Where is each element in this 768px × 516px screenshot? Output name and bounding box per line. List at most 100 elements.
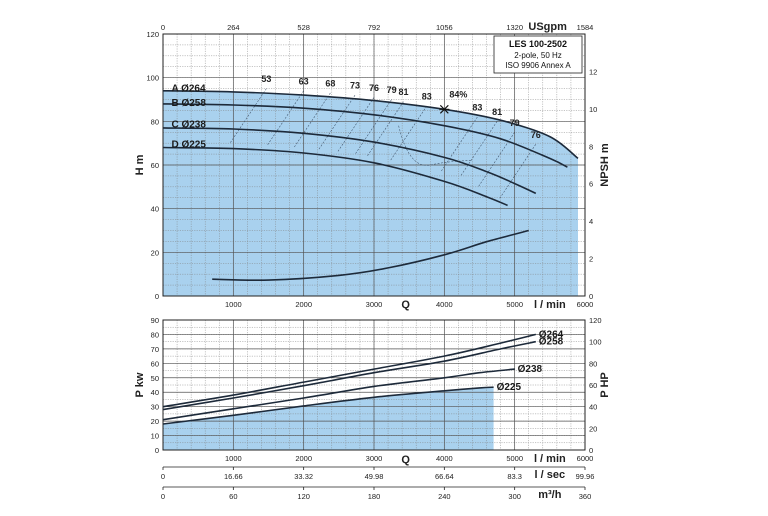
top-x-tick-label: 6000 (577, 300, 594, 309)
bottom-extra-tick-label: 49.98 (365, 472, 384, 481)
bottom-y-tick-label: 30 (151, 403, 159, 412)
npsh-axis-title: NPSH m (599, 143, 611, 187)
top-y-tick-label: 60 (151, 161, 159, 170)
efficiency-isoline (355, 99, 392, 154)
chart-subtitle-line: 2-pole, 50 Hz (514, 51, 562, 60)
chart-subtitle-line: ISO 9906 Annex A (505, 61, 571, 70)
power-curve-label: Ø225 (497, 382, 522, 393)
efficiency-label: 53 (261, 74, 271, 84)
top-x-unit-label: l / min (534, 299, 566, 311)
efficiency-isoline (230, 88, 267, 143)
efficiency-isoline (267, 90, 304, 145)
bottom-hp-tick-label: 40 (589, 403, 597, 412)
npsh-tick-label: 10 (589, 105, 597, 114)
bottom-y-tick-label: 80 (151, 330, 159, 339)
bottom-extra-tick-label: 360 (579, 492, 592, 501)
efficiency-label: 79 (387, 85, 397, 95)
bottom-extra-tick-label: 300 (508, 492, 521, 501)
bottom-extra-tick-label: 0 (161, 492, 165, 501)
bottom-y-tick-label: 50 (151, 374, 159, 383)
top-y-tick-label: 40 (151, 205, 159, 214)
efficiency-isoline (441, 116, 478, 172)
efficiency-label: 83 (422, 92, 432, 102)
efficiency-label: 68 (325, 78, 335, 88)
efficiency-isoline (294, 92, 331, 148)
npsh-tick-label: 2 (589, 255, 593, 264)
npsh-tick-label: 8 (589, 142, 593, 151)
bep-marker (439, 104, 450, 114)
efficiency-isoline (390, 105, 427, 161)
head-curve-d (163, 146, 508, 207)
top-y-tick-label: 120 (146, 30, 159, 39)
head-curve-b (163, 103, 568, 168)
efficiency-isoline (367, 101, 404, 156)
efficiency-label: 63 (299, 76, 309, 86)
bottom-plot-frame (162, 319, 586, 451)
efficiency-label: 79 (510, 118, 520, 128)
efficiency-isoline (460, 121, 498, 176)
power-curve-1 (163, 340, 536, 411)
bottom-hp-tick-label: 60 (589, 381, 597, 390)
bottom-hp-axis-title: P HP (599, 372, 611, 397)
top-y-tick-label: 80 (151, 117, 159, 126)
top-axis-tick-label: 1056 (436, 23, 453, 32)
bottom-y-axis-title: P kw (134, 372, 146, 397)
top-x-tick-label: 1000 (225, 300, 242, 309)
power-curve-label: Ø258 (539, 337, 564, 348)
efficiency-label: 76 (369, 83, 379, 93)
bottom-hp-tick-label: 0 (589, 446, 593, 455)
top-axis-tick-label: 1320 (506, 23, 523, 32)
bottom-extra-tick-label: 240 (438, 492, 451, 501)
legend-frame (493, 35, 583, 74)
efficiency-isoline (499, 144, 536, 199)
head-curves (163, 90, 579, 282)
head-curve-label: C Ø238 (171, 120, 206, 131)
efficiency-isoline-best (398, 125, 473, 166)
bottom-y-tick-label: 20 (151, 417, 159, 426)
bottom-hp-tick-label: 80 (589, 359, 597, 368)
bottom-extra-tick-label: 16.66 (224, 472, 243, 481)
bottom-y-tick-label: 40 (151, 388, 159, 397)
bottom-x-tick-label: 2000 (295, 454, 312, 463)
bottom-extra-tick-label: 180 (368, 492, 381, 501)
bottom-hp-tick-label: 120 (589, 316, 602, 325)
bottom-extra-tick-label: 120 (297, 492, 310, 501)
head-curve-label: B Ø258 (171, 98, 206, 109)
npsh-tick-label: 6 (589, 180, 593, 189)
power-curve-label: Ø264 (539, 329, 564, 340)
bottom-extra-axis-title: l / sec (535, 469, 566, 481)
top-axis-tick-label: 1584 (577, 23, 594, 32)
bottom-extra-axis-title: m³/h (538, 489, 562, 501)
top-axis-title: USgpm (528, 21, 567, 33)
top-axis-tick-label: 792 (368, 23, 381, 32)
top-plot-frame (162, 33, 586, 297)
power-curve-0 (163, 333, 536, 408)
bottom-hp-tick-label: 100 (589, 338, 602, 347)
bottom-x-tick-label: 5000 (506, 454, 523, 463)
efficiency-label: 73 (350, 81, 360, 91)
top-axis-tick-label: 528 (297, 23, 310, 32)
bottom-extra-tick-label: 60 (229, 492, 237, 501)
head-curve-a (163, 90, 579, 160)
bottom-extra-tick-label: 66.64 (435, 472, 454, 481)
chart-title: LES 100-2502 (509, 39, 567, 49)
bottom-extra-tick-label: 0 (161, 472, 165, 481)
top-y-tick-label: 20 (151, 248, 159, 257)
bottom-x-tick-label: 1000 (225, 454, 242, 463)
head-curve-c (163, 127, 537, 195)
efficiency-label: 83 (472, 103, 482, 113)
bottom-x-tick-label: 6000 (577, 454, 594, 463)
npsh-tick-label: 0 (589, 292, 593, 301)
power-curve-2 (163, 368, 515, 421)
top-y-tick-label: 0 (155, 292, 159, 301)
power-curves (163, 333, 536, 425)
bottom-y-tick-label: 0 (155, 446, 159, 455)
npsh-tick-label: 4 (589, 217, 593, 226)
efficiency-label: 81 (399, 87, 409, 97)
efficiency-label: 76 (531, 130, 541, 140)
top-x-axis-title: Q (401, 299, 410, 311)
top-x-tick-label: 4000 (436, 300, 453, 309)
npsh-curve (212, 229, 529, 282)
bottom-x-tick-label: 4000 (436, 454, 453, 463)
